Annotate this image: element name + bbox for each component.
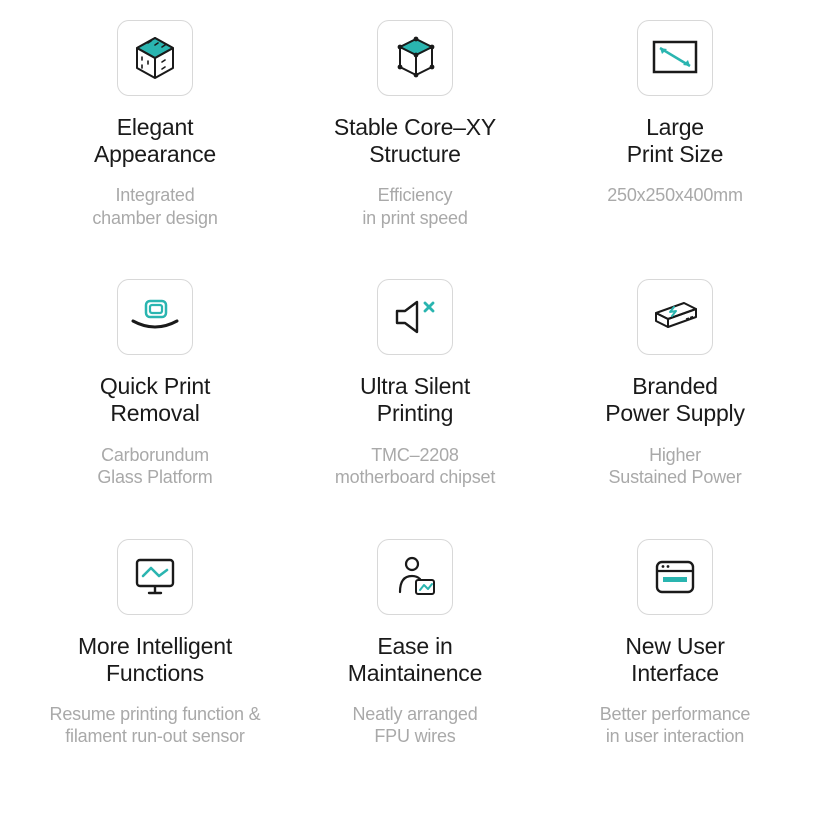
feature-desc: 250x250x400mm (607, 184, 743, 207)
feature-desc: Higher Sustained Power (608, 444, 741, 489)
core-xy-icon (377, 20, 453, 96)
feature-title: Ultra Silent Printing (360, 373, 470, 427)
feature-title: Quick Print Removal (100, 373, 210, 427)
feature-title: Elegant Appearance (94, 114, 216, 168)
intelligent-functions-icon (117, 539, 193, 615)
feature-card: Quick Print Removal Carborundum Glass Pl… (30, 279, 280, 488)
feature-card: Stable Core–XY Structure Efficiency in p… (290, 20, 540, 229)
feature-desc: Neatly arranged FPU wires (352, 703, 477, 748)
feature-card: Elegant Appearance Integrated chamber de… (30, 20, 280, 229)
feature-card: Ease in Maintainence Neatly arranged FPU… (290, 539, 540, 748)
maintenance-icon (377, 539, 453, 615)
user-interface-icon (637, 539, 713, 615)
feature-desc: Integrated chamber design (92, 184, 217, 229)
feature-card: New User Interface Better performance in… (550, 539, 800, 748)
feature-desc: Resume printing function & filament run-… (50, 703, 261, 748)
power-supply-icon (637, 279, 713, 355)
feature-title: Large Print Size (627, 114, 723, 168)
print-size-icon (637, 20, 713, 96)
feature-card: Ultra Silent Printing TMC–2208 motherboa… (290, 279, 540, 488)
feature-desc: TMC–2208 motherboard chipset (335, 444, 495, 489)
feature-title: Branded Power Supply (605, 373, 745, 427)
feature-desc: Efficiency in print speed (362, 184, 467, 229)
feature-card: Large Print Size 250x250x400mm (550, 20, 800, 229)
feature-title: Stable Core–XY Structure (334, 114, 496, 168)
feature-desc: Better performance in user interaction (600, 703, 750, 748)
silent-printing-icon (377, 279, 453, 355)
feature-title: More Intelligent Functions (78, 633, 232, 687)
elegant-appearance-icon (117, 20, 193, 96)
feature-title: Ease in Maintainence (348, 633, 482, 687)
feature-grid: Elegant Appearance Integrated chamber de… (0, 0, 830, 768)
feature-card: Branded Power Supply Higher Sustained Po… (550, 279, 800, 488)
feature-desc: Carborundum Glass Platform (97, 444, 212, 489)
print-removal-icon (117, 279, 193, 355)
feature-card: More Intelligent Functions Resume printi… (30, 539, 280, 748)
feature-title: New User Interface (625, 633, 724, 687)
